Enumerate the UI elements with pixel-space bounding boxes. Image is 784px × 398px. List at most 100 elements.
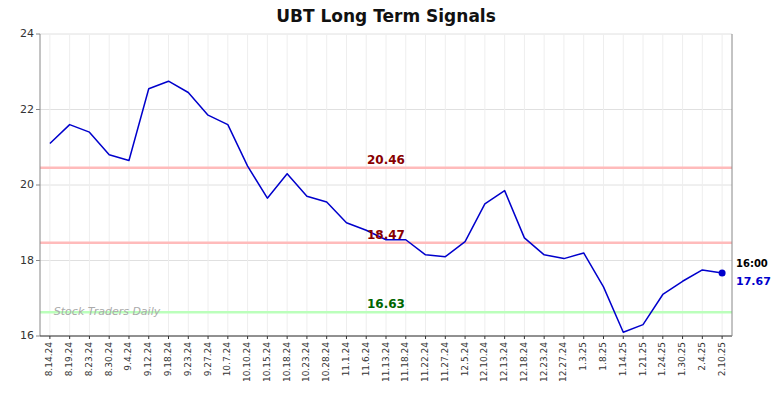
x-grid-line [208, 34, 209, 336]
x-grid-line [306, 34, 307, 336]
x-tick-label: 12.10.24 [479, 342, 489, 382]
x-tick [326, 336, 327, 339]
y-axis: 1618202224 [20, 27, 40, 342]
x-grid-line [188, 34, 189, 336]
x-tick [49, 336, 50, 339]
x-tick-label: 11.18.24 [400, 342, 410, 382]
reference-label: 16.63 [367, 297, 405, 311]
x-tick-label: 1.30.25 [677, 342, 687, 376]
x-grid-line [49, 34, 50, 336]
x-grid-line [366, 34, 367, 336]
y-tick [36, 185, 40, 186]
x-tick-label: 8.23.24 [84, 342, 94, 377]
reference-label: 18.47 [367, 228, 405, 242]
x-grid-line [227, 34, 228, 336]
x-tick-label: 9.23.24 [183, 342, 193, 377]
y-tick-label: 18 [20, 254, 34, 267]
x-grid-line [484, 34, 485, 336]
x-grid-line [643, 34, 644, 336]
x-tick-label: 1.8.25 [598, 342, 608, 371]
x-tick-label: 8.14.24 [44, 342, 54, 377]
x-tick-label: 12.13.24 [499, 342, 509, 382]
y-tick [36, 109, 40, 110]
x-tick-label: 11.22.24 [420, 342, 430, 382]
x-grid-line [109, 34, 110, 336]
x-axis: 8.14.248.19.248.23.248.30.249.4.249.12.2… [44, 336, 726, 382]
x-tick-label: 11.13.24 [381, 342, 391, 382]
reference-line [40, 242, 732, 245]
background [0, 0, 784, 398]
x-tick [425, 336, 426, 339]
x-tick-label: 1.24.25 [657, 342, 667, 376]
x-grid-line [445, 34, 446, 336]
x-tick-label: 1.21.25 [638, 342, 648, 376]
x-tick [682, 336, 683, 339]
x-tick [69, 336, 70, 339]
x-grid-line [702, 34, 703, 336]
x-grid-line [623, 34, 624, 336]
x-tick [386, 336, 387, 339]
x-tick-label: 12.5.24 [460, 342, 470, 377]
x-tick [722, 336, 723, 339]
x-tick [287, 336, 288, 339]
x-tick-label: 10.23.24 [301, 342, 311, 382]
x-grid-line [287, 34, 288, 336]
x-grid-line [89, 34, 90, 336]
watermark: Stock Traders Daily [54, 305, 161, 318]
x-tick-label: 12.23.24 [539, 342, 549, 382]
right-edge-line [732, 34, 733, 336]
x-grid-line [544, 34, 545, 336]
x-tick-label: 9.27.24 [203, 342, 213, 377]
x-grid-line [148, 34, 149, 336]
x-grid-line [267, 34, 268, 336]
x-tick [405, 336, 406, 339]
x-tick [583, 336, 584, 339]
x-grid-line [563, 34, 564, 336]
y-tick-label: 16 [20, 329, 34, 342]
x-tick [445, 336, 446, 339]
y-tick [36, 34, 40, 35]
x-tick [148, 336, 149, 339]
x-tick [563, 336, 564, 339]
series [50, 81, 726, 332]
x-tick [504, 336, 505, 339]
reference-labels: 20.46 18.47 16.63 [367, 153, 405, 312]
x-tick [227, 336, 228, 339]
x-tick-label: 9.18.24 [163, 342, 173, 377]
x-tick-label: 8.30.24 [104, 342, 114, 377]
x-tick [662, 336, 663, 339]
reference-line [40, 166, 732, 169]
x-tick [109, 336, 110, 339]
x-tick-label: 10.10.24 [242, 342, 252, 382]
x-grid-line [69, 34, 70, 336]
y-tick [36, 260, 40, 261]
x-tick-label: 2.10.25 [717, 342, 727, 376]
x-grid-line [583, 34, 584, 336]
x-tick [188, 336, 189, 339]
x-tick [702, 336, 703, 339]
x-grid-line [524, 34, 525, 336]
x-grid-line [722, 34, 723, 336]
x-grid-line [247, 34, 248, 336]
title: UBT Long Term Signals [276, 6, 496, 26]
y-tick-label: 20 [20, 178, 34, 191]
x-tick-label: 12.18.24 [519, 342, 529, 382]
reference-label: 20.46 [367, 153, 405, 167]
x-tick-label: 9.4.24 [123, 342, 133, 371]
x-tick [267, 336, 268, 339]
x-tick [247, 336, 248, 339]
x-tick [603, 336, 604, 339]
x-grid-line [682, 34, 683, 336]
x-tick-label: 1.14.25 [618, 342, 628, 376]
chart: 16182022248.14.248.19.248.23.248.30.249.… [0, 0, 784, 398]
x-grid-line [128, 34, 129, 336]
x-grid-line [405, 34, 406, 336]
y-tick-label: 22 [20, 103, 34, 116]
x-tick [208, 336, 209, 339]
x-tick-label: 12.27.24 [558, 342, 568, 382]
x-tick-label: 8.19.24 [64, 342, 74, 377]
x-tick [306, 336, 307, 339]
x-tick-label: 10.15.24 [262, 342, 272, 382]
x-grid-line [326, 34, 327, 336]
x-tick [544, 336, 545, 339]
